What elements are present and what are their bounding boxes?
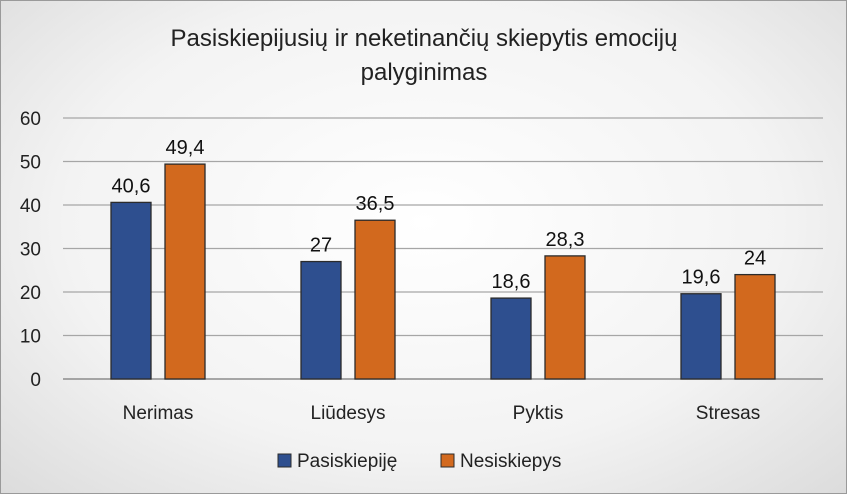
y-tick-label: 60 (20, 109, 41, 130)
y-axis: 0 10 20 30 40 50 60 (20, 109, 41, 391)
category-label: Pyktis (513, 403, 564, 424)
y-tick-label: 10 (20, 327, 41, 348)
y-tick-label: 0 (30, 370, 41, 391)
bar (354, 219, 396, 380)
y-tick-label: 30 (20, 240, 41, 261)
data-label: 24 (744, 248, 766, 270)
bar (544, 255, 586, 380)
category-label: Liūdesys (311, 403, 386, 424)
data-label: 27 (310, 235, 332, 257)
legend: Pasiskiepiję Nesiskiepys (277, 451, 561, 472)
bar (110, 201, 152, 380)
data-label: 36,5 (356, 193, 395, 215)
category-label: Nerimas (123, 403, 194, 424)
bar (164, 163, 206, 380)
data-label: 19,6 (682, 267, 721, 289)
data-label: 28,3 (546, 229, 585, 251)
bar (300, 260, 342, 380)
data-label: 18,6 (492, 271, 531, 293)
bars (110, 163, 776, 380)
y-tick-label: 20 (20, 283, 41, 304)
bar (490, 297, 532, 380)
chart-title-line: Pasiskiepijusių ir neketinančių skiepyti… (171, 25, 678, 52)
legend-swatch (440, 453, 455, 468)
data-label: 49,4 (166, 137, 205, 159)
category-label: Stresas (696, 403, 760, 424)
x-axis: Nerimas Liūdesys Pyktis Stresas (123, 403, 761, 424)
legend-label: Nesiskiepys (460, 451, 561, 472)
y-tick-label: 40 (20, 196, 41, 217)
bar (734, 273, 776, 380)
legend-label: Pasiskiepiję (297, 451, 397, 472)
chart-title-line: palyginimas (361, 59, 488, 86)
bar (680, 293, 722, 380)
chart-title: Pasiskiepijusių ir neketinančių skiepyti… (171, 25, 678, 86)
data-label: 40,6 (112, 175, 151, 197)
y-tick-label: 50 (20, 153, 41, 174)
legend-swatch (277, 453, 292, 468)
data-labels: 40,6 49,4 27 36,5 18,6 28,3 19,6 24 (112, 137, 767, 293)
